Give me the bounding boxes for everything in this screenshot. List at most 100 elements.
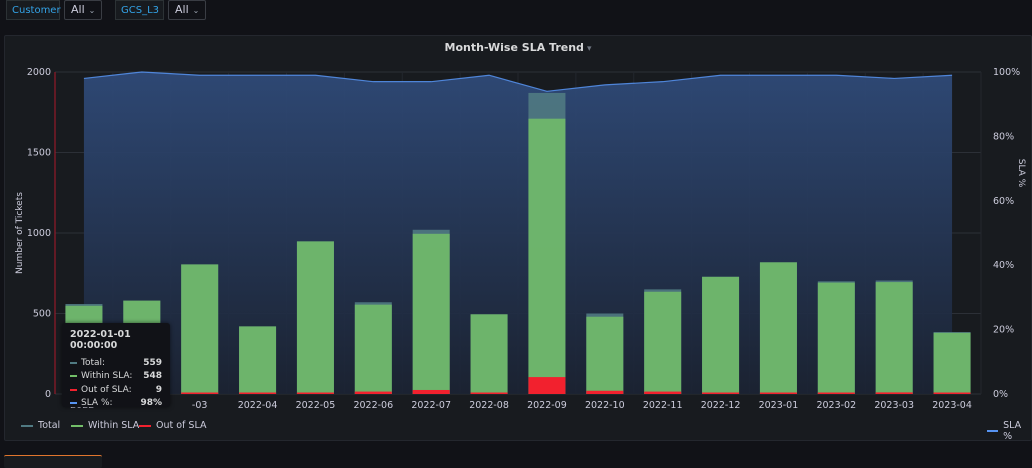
x-tick-label: 2023-01 (759, 400, 799, 411)
y-tick-label: 0 (45, 389, 51, 400)
tooltip-value: 548 (143, 371, 162, 382)
bar-within-sla (875, 282, 913, 394)
tooltip-swatch (70, 375, 77, 378)
x-tick-label: 2022-12 (701, 400, 741, 411)
y-tick-label: 1500 (27, 148, 51, 159)
y-tick-label: 1000 (27, 228, 51, 239)
bar-within-sla (759, 262, 797, 394)
y2-tick-label: 20% (993, 325, 1014, 336)
chart-svg[interactable]: 2000150010005000100%80%60%40%20%0%2022--… (5, 36, 1031, 440)
bar-within-sla (181, 264, 219, 394)
tooltip-time: 2022-01-01 00:00:00 (70, 329, 131, 351)
bar-out-of-sla (239, 392, 277, 394)
chevron-down-icon: ⌄ (88, 6, 96, 15)
bar-out-of-sla (644, 391, 682, 394)
bar-within-sla (239, 326, 277, 394)
x-tick-label: 2023-02 (816, 400, 856, 411)
legend-item-within-sla[interactable]: Within SLA (71, 420, 139, 431)
tooltip-name: Total: (81, 357, 106, 368)
legend-item-out-of-sla[interactable]: Out of SLA (139, 420, 206, 431)
variable-select-gcs-l3[interactable]: All ⌄ (168, 0, 206, 20)
bar-within-sla (412, 233, 450, 394)
legend-item-sla-percent[interactable]: SLA % (987, 420, 1031, 442)
y2-tick-label: 100% (993, 67, 1020, 78)
variable-select-customer[interactable]: All ⌄ (64, 0, 102, 20)
bar-out-of-sla (586, 390, 624, 394)
x-tick-label: 2022-05 (296, 400, 336, 411)
bar-out-of-sla (759, 392, 797, 394)
y2-tick-label: 60% (993, 196, 1014, 207)
bar-out-of-sla (933, 392, 971, 394)
x-tick-label: 2022-04 (238, 400, 278, 411)
tooltip-value: 98% (140, 398, 162, 409)
x-tick-label: 2022-06 (353, 400, 393, 411)
bar-within-sla (296, 241, 334, 394)
legend-label: Within SLA (88, 420, 140, 431)
bar-out-of-sla (470, 392, 508, 394)
tooltip-swatch (70, 402, 77, 405)
x-tick-label: 2022-09 (527, 400, 567, 411)
legend-swatch (71, 424, 83, 427)
bar-out-of-sla (875, 392, 913, 394)
legend-label: Out of SLA (156, 420, 207, 431)
variable-label-customer: Customer (6, 0, 61, 20)
tooltip-row: Total: 559 (70, 356, 162, 370)
tooltip-swatch (70, 388, 77, 391)
panel-title-text: Month-Wise SLA Trend (444, 41, 584, 54)
chevron-down-icon: ▾ (586, 44, 592, 54)
tooltip-name: SLA %: (81, 398, 113, 409)
y-axis-label: Number of Tickets (15, 192, 25, 274)
bar-within-sla (702, 276, 740, 394)
x-tick-label: -03 (192, 400, 208, 411)
chart-panel: Month-Wise SLA Trend ▾ 2000 1500 1000 500 0 10… (4, 35, 1032, 442)
bar-out-of-sla (412, 389, 450, 394)
x-tick-label: 2022-07 (411, 400, 451, 411)
bar-out-of-sla (181, 392, 219, 394)
legend-swatch (987, 430, 999, 432)
tooltip-row: Within SLA: 548 (70, 370, 162, 384)
x-tick-label: 2023-04 (932, 400, 972, 411)
legend-swatch (21, 424, 33, 427)
legend-label: Total (38, 420, 61, 431)
tooltip-row: SLA %: 98% (70, 397, 162, 411)
bar-within-sla (586, 316, 624, 394)
y2-tick-label: 0% (993, 389, 1008, 400)
bar-out-of-sla (702, 392, 740, 394)
y2-axis-label: SLA % (1016, 159, 1026, 188)
tooltip-value: 559 (143, 357, 162, 368)
panel-title[interactable]: Month-Wise SLA Trend ▾ (5, 41, 1031, 54)
x-tick-label: 2023-03 (874, 400, 914, 411)
bar-within-sla (528, 118, 566, 394)
variable-value: All (71, 3, 85, 16)
bar-within-sla (354, 304, 392, 394)
tooltip-value: 9 (155, 384, 162, 395)
variable-label-gcs-l3: GCS_L3 (115, 0, 164, 20)
sla-line (83, 71, 953, 92)
tooltip-row: Out of SLA: 9 (70, 383, 162, 397)
bar-within-sla (933, 332, 971, 394)
bar-out-of-sla (528, 377, 566, 394)
tooltip-name: Out of SLA: (81, 384, 132, 395)
variable-value: All (175, 3, 189, 16)
y2-tick-label: 80% (993, 131, 1014, 142)
legend-swatch (139, 424, 151, 427)
bar-within-sla (470, 314, 508, 394)
bar-within-sla (817, 282, 855, 394)
next-panel-edge (4, 455, 102, 468)
x-tick-label: 2022-11 (643, 400, 683, 411)
bar-within-sla (644, 291, 682, 394)
y-tick-label: 500 (33, 309, 51, 320)
y-tick-label: 2000 (27, 67, 51, 78)
tooltip-name: Within SLA: (81, 371, 133, 382)
tooltip-swatch (70, 361, 77, 364)
legend-item-total[interactable]: Total (21, 420, 60, 431)
bar-out-of-sla (354, 391, 392, 394)
chevron-down-icon: ⌄ (192, 6, 200, 15)
bar-out-of-sla (817, 392, 855, 394)
y2-tick-label: 40% (993, 260, 1014, 271)
legend-label: SLA % (1003, 420, 1022, 442)
bar-out-of-sla (296, 392, 334, 394)
x-tick-label: 2022-10 (585, 400, 625, 411)
tooltip: 2022-01-01 00:00:00 Total: 559 Within SLA… (62, 323, 170, 408)
x-tick-label: 2022-08 (469, 400, 509, 411)
